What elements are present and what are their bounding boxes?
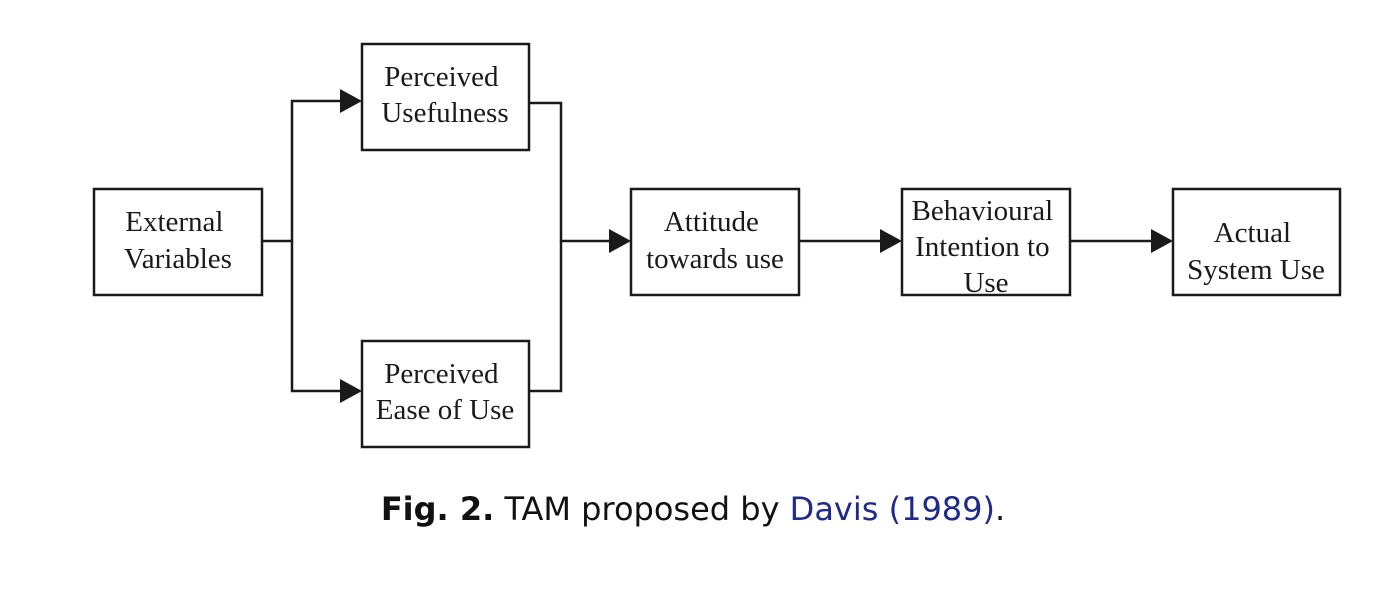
edge-ease-to-attitude bbox=[529, 241, 563, 393]
node-perceived-ease-of-use: Perceived Ease of Use bbox=[360, 339, 531, 449]
node-external-variables-line-2: Variables bbox=[124, 243, 232, 275]
svg-text:External Variables: External Variables bbox=[124, 206, 232, 275]
node-perceived-usefulness-line-1: Perceived bbox=[384, 61, 499, 93]
node-perceived-ease-of-use-line-2: Ease of Use bbox=[376, 394, 515, 426]
arrowhead-usefulness bbox=[340, 89, 362, 113]
node-external-variables: External Variables bbox=[92, 187, 264, 297]
node-perceived-ease-of-use-line-1: Perceived bbox=[384, 358, 499, 390]
node-actual-system-use: Actual System Use bbox=[1171, 187, 1342, 297]
node-behavioural-intention-line-2: Intention to bbox=[915, 231, 1050, 263]
node-perceived-usefulness-line-2: Usefulness bbox=[381, 97, 508, 129]
connectors bbox=[262, 99, 1155, 393]
citation-link[interactable]: Davis (1989) bbox=[789, 490, 995, 528]
node-external-variables-line-1: External bbox=[125, 206, 223, 238]
node-attitude-towards-use: Attitude towards use bbox=[629, 187, 801, 297]
svg-text:Perceived Ease of Use: Perceived Ease of Use bbox=[376, 358, 515, 426]
arrowhead-actual bbox=[1151, 229, 1173, 253]
node-actual-system-use-line-1: Actual bbox=[1214, 217, 1291, 249]
svg-text:Behavioural Intention to: Behavioural Intention to Use bbox=[912, 195, 1061, 299]
edge-external-to-ease bbox=[290, 241, 345, 393]
node-behavioural-intention-line-1: Behavioural bbox=[912, 195, 1054, 227]
edge-external-to-usefulness bbox=[262, 99, 345, 243]
node-behavioural-intention: Behavioural Intention to Use bbox=[900, 187, 1072, 299]
figure-label: Fig. 2. bbox=[380, 490, 495, 528]
node-actual-system-use-line-2: System Use bbox=[1187, 254, 1325, 286]
figure-caption: Fig. 2. TAM proposed by Davis (1989). bbox=[0, 490, 1386, 528]
arrowhead-ease bbox=[340, 379, 362, 403]
arrowheads bbox=[340, 89, 1173, 403]
caption-text: TAM proposed by bbox=[494, 490, 790, 528]
edge-usefulness-to-attitude bbox=[529, 101, 614, 243]
svg-text:Actual System Use: Actual System Use bbox=[1187, 217, 1325, 286]
svg-text:Attitude towards use: Attitude towards use bbox=[646, 206, 784, 275]
arrowhead-attitude bbox=[609, 229, 631, 253]
svg-text:Perceived Usefulness: Perceived Usefulness bbox=[381, 61, 508, 129]
node-perceived-usefulness: Perceived Usefulness bbox=[360, 42, 531, 152]
node-attitude-towards-use-line-1: Attitude bbox=[664, 206, 759, 238]
node-behavioural-intention-line-3: Use bbox=[963, 267, 1008, 299]
caption-period: . bbox=[995, 490, 1006, 528]
node-attitude-towards-use-line-2: towards use bbox=[646, 243, 784, 275]
tam-diagram: External Variables Perceived Usefulness … bbox=[92, 42, 1342, 449]
arrowhead-intention bbox=[880, 229, 902, 253]
